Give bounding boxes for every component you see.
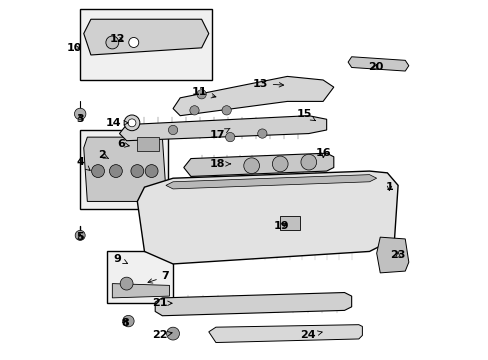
Text: 11: 11 (191, 87, 216, 98)
Text: 24: 24 (300, 330, 322, 341)
Polygon shape (137, 171, 397, 264)
Text: 7: 7 (148, 271, 169, 283)
Text: 5: 5 (76, 232, 84, 242)
Circle shape (109, 165, 122, 177)
Circle shape (222, 106, 231, 115)
Polygon shape (376, 237, 408, 273)
Circle shape (145, 165, 158, 177)
Text: 14: 14 (105, 118, 128, 128)
FancyBboxPatch shape (80, 9, 212, 80)
Text: 4: 4 (76, 157, 90, 171)
Circle shape (124, 115, 140, 131)
Circle shape (120, 277, 133, 290)
Circle shape (257, 129, 266, 138)
Text: 23: 23 (389, 250, 405, 260)
Polygon shape (119, 116, 326, 141)
Text: 1: 1 (385, 182, 392, 192)
Polygon shape (112, 284, 169, 298)
Polygon shape (347, 57, 408, 71)
Text: 12: 12 (110, 34, 125, 44)
Text: 19: 19 (273, 221, 288, 231)
Polygon shape (137, 137, 159, 152)
Text: 6: 6 (117, 139, 129, 149)
Text: 9: 9 (114, 253, 127, 264)
Text: 18: 18 (209, 159, 230, 169)
Circle shape (131, 165, 143, 177)
Circle shape (75, 230, 85, 240)
Circle shape (91, 165, 104, 177)
Circle shape (300, 154, 316, 170)
Polygon shape (83, 137, 165, 202)
Circle shape (244, 158, 259, 174)
Text: 3: 3 (76, 114, 84, 124)
Circle shape (168, 125, 177, 135)
Circle shape (197, 90, 206, 99)
Text: 8: 8 (121, 318, 128, 328)
Circle shape (166, 327, 179, 340)
FancyBboxPatch shape (80, 130, 167, 208)
Circle shape (74, 108, 86, 120)
FancyBboxPatch shape (280, 216, 299, 230)
Circle shape (128, 37, 139, 48)
Polygon shape (208, 325, 362, 342)
FancyBboxPatch shape (107, 251, 173, 303)
Text: 21: 21 (152, 298, 172, 308)
Polygon shape (183, 153, 333, 176)
Text: 10: 10 (67, 43, 82, 53)
Circle shape (122, 315, 134, 327)
Circle shape (189, 106, 199, 115)
Text: 20: 20 (367, 63, 382, 72)
Polygon shape (165, 175, 376, 189)
Circle shape (128, 119, 136, 127)
Polygon shape (155, 293, 351, 316)
Circle shape (225, 132, 234, 142)
Text: 15: 15 (296, 109, 315, 121)
Polygon shape (173, 76, 333, 116)
Text: 16: 16 (315, 148, 331, 158)
Circle shape (106, 36, 119, 49)
Text: 22: 22 (152, 330, 172, 341)
Circle shape (272, 156, 287, 172)
Text: 13: 13 (252, 78, 283, 89)
Text: 17: 17 (209, 128, 229, 140)
Text: 2: 2 (98, 150, 108, 160)
Polygon shape (83, 19, 208, 55)
